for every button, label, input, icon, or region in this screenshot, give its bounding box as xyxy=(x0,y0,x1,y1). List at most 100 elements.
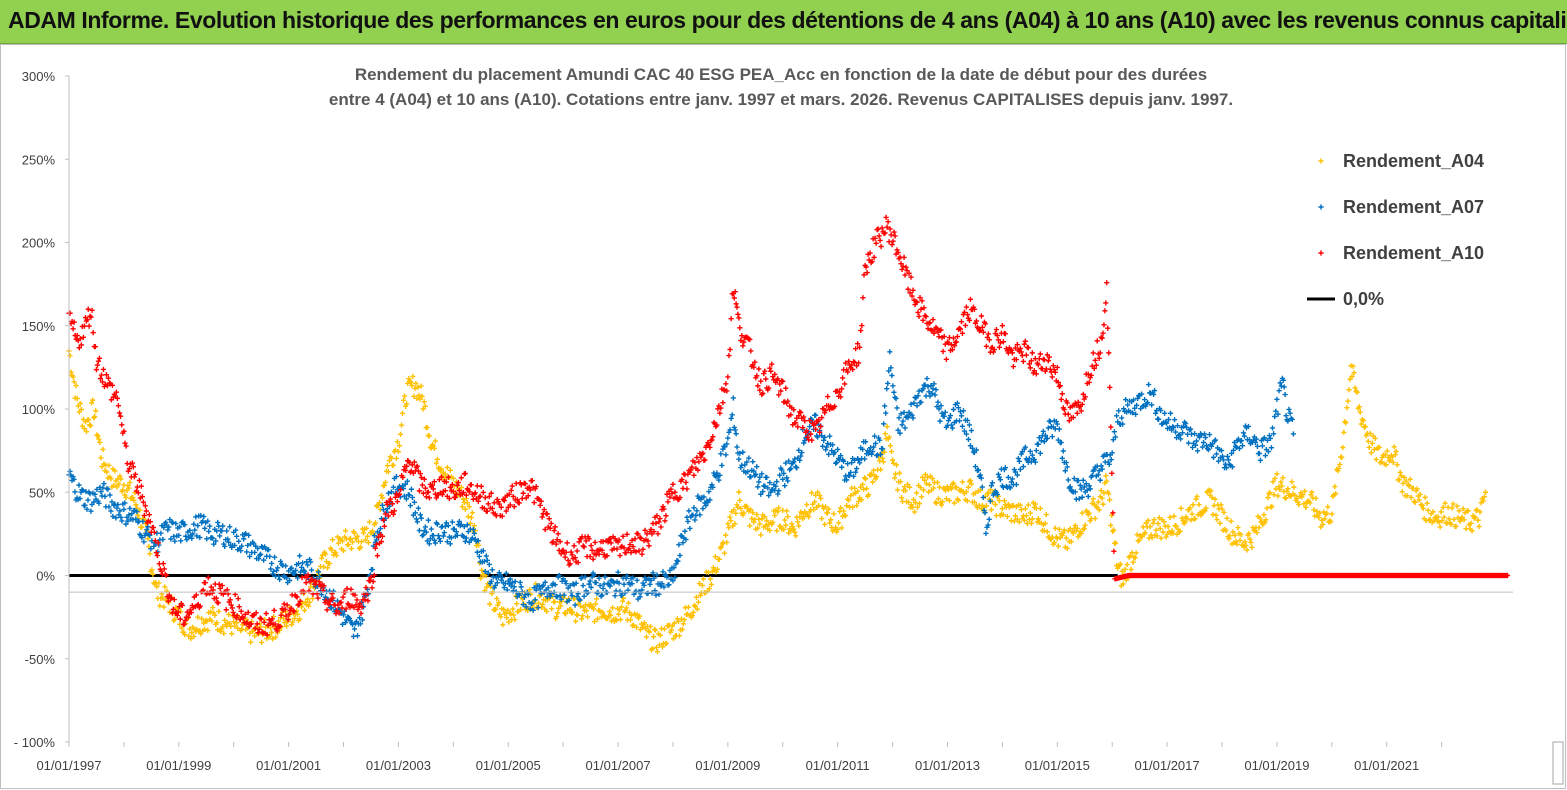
data-point xyxy=(316,579,322,585)
data-point xyxy=(978,313,985,319)
data-point xyxy=(240,615,246,621)
data-point xyxy=(150,571,156,577)
data-point xyxy=(1017,466,1023,473)
data-point xyxy=(1029,452,1035,458)
data-point xyxy=(609,605,616,611)
data-point xyxy=(648,526,654,533)
data-point xyxy=(756,479,762,485)
data-point xyxy=(125,468,131,474)
data-point xyxy=(584,608,590,614)
data-point xyxy=(287,577,293,584)
data-point xyxy=(235,595,241,602)
data-point xyxy=(759,516,765,522)
data-point xyxy=(1286,406,1292,412)
data-point xyxy=(78,342,84,348)
data-point xyxy=(719,462,725,468)
data-point xyxy=(918,399,924,405)
data-point xyxy=(1266,432,1273,439)
data-point xyxy=(1033,371,1039,377)
data-point xyxy=(1131,554,1137,560)
data-point xyxy=(187,607,193,613)
data-point xyxy=(406,492,413,498)
data-point xyxy=(737,325,743,331)
data-point xyxy=(581,593,587,599)
data-point xyxy=(728,415,734,422)
data-point xyxy=(715,406,721,412)
data-point xyxy=(145,536,151,542)
data-point xyxy=(763,376,769,382)
data-point xyxy=(191,521,197,527)
data-point xyxy=(378,539,385,545)
data-point xyxy=(445,474,451,480)
data-point xyxy=(400,397,407,403)
data-point xyxy=(379,495,386,501)
data-point xyxy=(894,487,901,493)
data-point xyxy=(1482,489,1489,495)
data-point xyxy=(1257,515,1263,521)
data-point xyxy=(1019,449,1025,455)
data-point xyxy=(907,290,913,296)
data-point xyxy=(417,470,423,477)
data-point xyxy=(1203,505,1209,511)
data-point xyxy=(562,554,568,560)
data-point xyxy=(724,388,730,394)
data-point xyxy=(825,510,831,516)
data-point xyxy=(1454,503,1460,509)
data-point xyxy=(470,526,476,533)
data-point xyxy=(1246,530,1252,537)
data-point xyxy=(939,499,946,505)
data-point xyxy=(602,574,608,580)
data-point xyxy=(798,453,804,459)
data-point xyxy=(390,484,397,490)
data-point xyxy=(1078,408,1084,414)
data-point xyxy=(372,545,378,551)
data-point xyxy=(475,542,482,548)
data-point xyxy=(982,510,988,516)
data-point xyxy=(274,567,280,574)
data-point xyxy=(462,470,468,477)
data-point xyxy=(842,381,848,387)
data-point xyxy=(1135,395,1141,401)
data-point xyxy=(745,469,751,475)
data-point xyxy=(991,346,997,353)
data-point xyxy=(933,387,939,393)
data-point xyxy=(130,495,136,501)
data-point xyxy=(1294,495,1300,501)
data-point xyxy=(194,533,200,539)
data-point xyxy=(1166,416,1172,423)
data-point xyxy=(1391,444,1397,450)
data-point xyxy=(254,621,260,627)
data-point xyxy=(274,628,280,634)
data-point xyxy=(963,489,970,495)
data-point xyxy=(944,339,951,345)
data-point xyxy=(427,536,433,542)
data-point xyxy=(480,489,486,496)
data-point xyxy=(1033,447,1039,454)
data-point xyxy=(535,605,541,611)
data-point xyxy=(902,272,908,278)
data-point xyxy=(530,607,536,613)
data-point xyxy=(955,497,962,504)
data-point xyxy=(151,543,157,550)
data-point xyxy=(1060,448,1066,454)
data-point xyxy=(873,440,879,447)
data-point xyxy=(588,542,594,549)
data-point xyxy=(737,497,743,504)
data-point xyxy=(152,538,158,544)
data-point xyxy=(1325,504,1331,510)
data-point xyxy=(464,522,470,528)
data-point xyxy=(1058,396,1064,403)
data-point xyxy=(135,512,141,518)
data-point xyxy=(127,479,133,485)
data-point xyxy=(754,464,760,470)
data-point xyxy=(115,501,121,508)
data-point xyxy=(1149,535,1155,541)
data-point xyxy=(588,584,594,590)
data-point xyxy=(679,626,686,633)
data-point xyxy=(876,458,883,464)
data-point xyxy=(277,576,283,583)
data-point xyxy=(110,513,116,520)
data-point xyxy=(187,626,193,632)
data-point xyxy=(823,504,829,510)
data-point xyxy=(388,489,395,495)
